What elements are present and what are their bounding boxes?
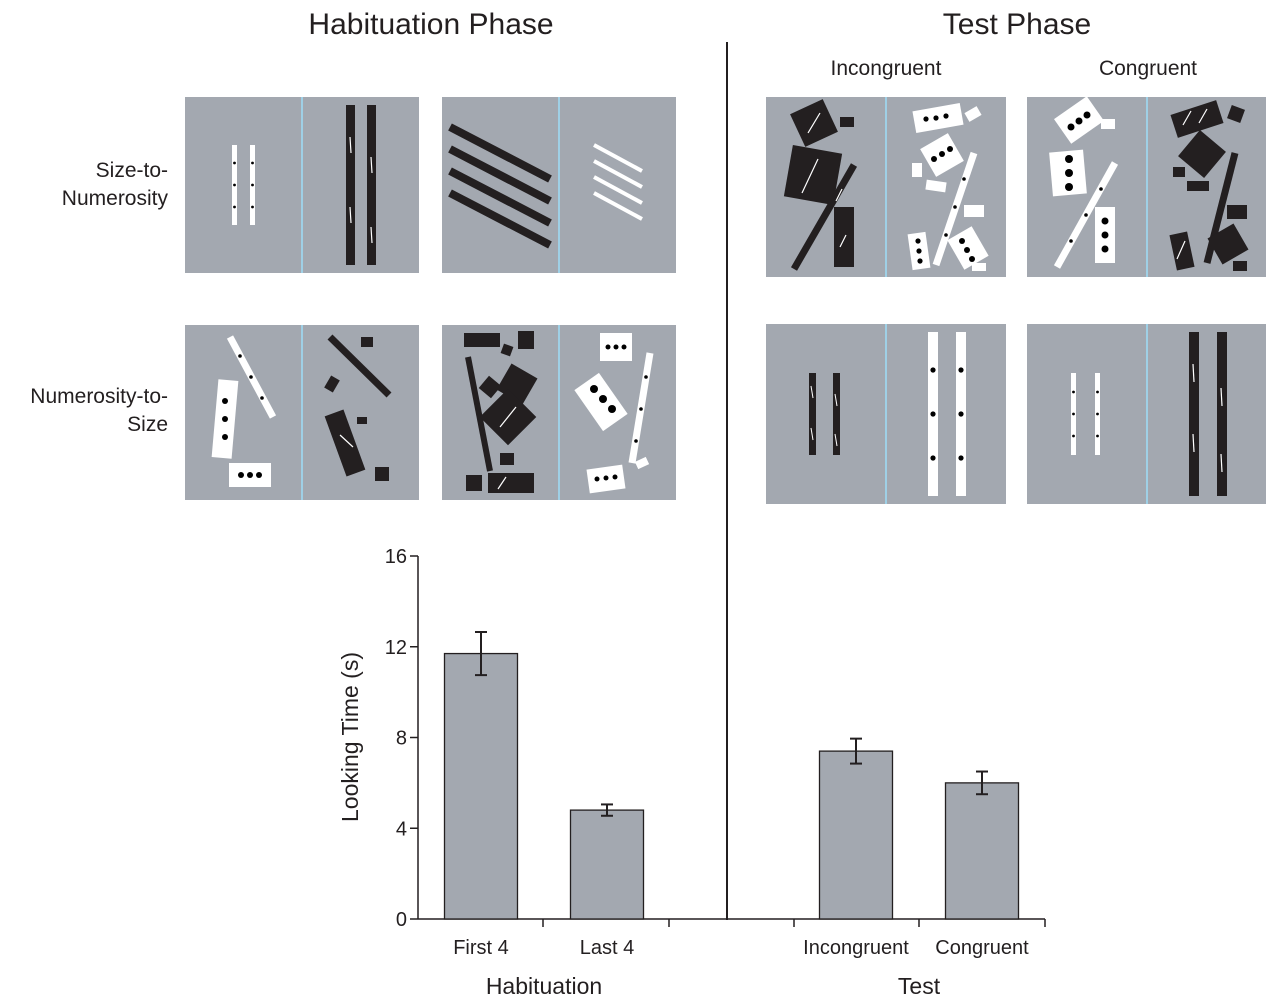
row-label-numerosity-to-size: Numerosity-to- Size: [3, 383, 168, 439]
stimulus-panel-hab-size-1: [185, 97, 419, 273]
congruent-column-label: Congruent: [1098, 57, 1198, 80]
y-tick-label: 8: [396, 728, 407, 750]
y-tick-label: 0: [396, 909, 407, 931]
x-group-label: Habituation: [486, 973, 602, 999]
panel-divider: [558, 325, 560, 500]
chart-axes: [410, 555, 1046, 927]
habituation-phase-title: Habituation Phase: [308, 8, 554, 41]
stimulus-panel-test-congruent-1: [1027, 97, 1266, 277]
panel-divider: [885, 97, 887, 277]
x-group-label: Test: [898, 973, 941, 999]
test-phase-title: Test Phase: [942, 8, 1092, 41]
bar: [443, 652, 519, 920]
panel-divider: [885, 324, 887, 504]
stimulus-image: [783, 99, 989, 271]
bar: [569, 809, 645, 920]
chart-bars: [443, 631, 1020, 920]
panel-divider: [1146, 324, 1148, 504]
stimulus-panel-hab-num-1: [185, 325, 419, 500]
chart-labels: 0 4 8 12 16 Looking Time (s) First 4 Last 4 Inco…: [337, 546, 1029, 999]
stimulus-image: [232, 105, 376, 265]
panel-divider: [301, 325, 303, 500]
stimulus-image: [464, 331, 654, 494]
stimulus-image: [809, 332, 966, 496]
stimulus-panel-test-congruent-2: [1027, 324, 1266, 504]
y-tick-label: 4: [396, 818, 407, 840]
x-category-label: Incongruent: [803, 937, 909, 959]
row-label-line: Size: [127, 413, 168, 436]
stimulus-image: [211, 334, 392, 487]
panel-divider: [301, 97, 303, 273]
stimulus-panel-hab-size-2: [442, 97, 676, 273]
y-tick-label: 12: [385, 637, 407, 659]
stimulus-image: [448, 123, 643, 249]
y-axis-title: Looking Time (s): [337, 652, 363, 822]
bar: [944, 782, 1020, 920]
bar: [818, 750, 894, 920]
row-label-line: Numerosity: [61, 187, 168, 210]
panel-divider: [1146, 97, 1148, 277]
stimulus-panel-test-incongruent-1: [766, 97, 1006, 277]
row-label-size-to-numerosity: Size-to- Numerosity: [3, 157, 168, 213]
x-category-label: Last 4: [580, 937, 634, 959]
stimulus-image: [1071, 332, 1227, 496]
phase-divider-line: [726, 42, 728, 920]
x-category-label: Congruent: [935, 937, 1029, 959]
stimulus-panel-hab-num-2: [442, 325, 676, 500]
panel-divider: [558, 97, 560, 273]
y-tick-label: 16: [385, 546, 407, 568]
incongruent-column-label: Incongruent: [830, 57, 942, 80]
row-label-line: Numerosity-to-: [30, 385, 168, 408]
row-label-line: Size-to-: [95, 159, 168, 182]
stimulus-image: [1049, 97, 1249, 271]
x-category-label: First 4: [453, 937, 509, 959]
stimulus-panel-test-incongruent-2: [766, 324, 1006, 504]
